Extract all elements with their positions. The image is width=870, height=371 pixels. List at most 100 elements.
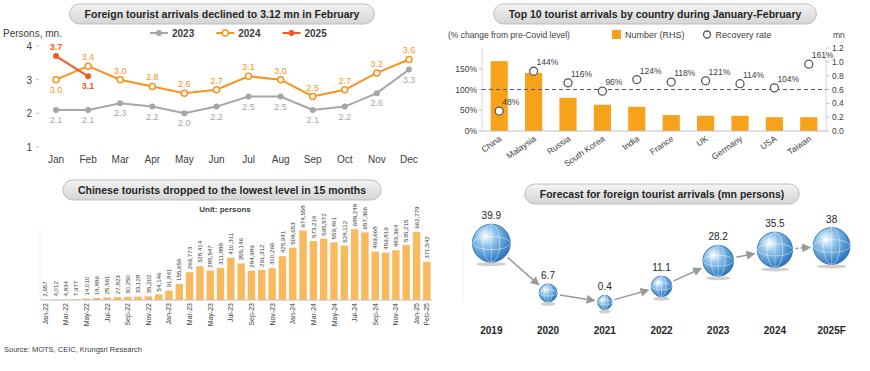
title-box: Top 10 tourist arrivals by country durin… <box>494 4 817 24</box>
data-label: 674,558 <box>299 205 306 228</box>
tick <box>36 46 39 47</box>
data-label: 2.1 <box>50 115 63 125</box>
data-label: 2.5 <box>274 102 287 112</box>
data-label: 508,653 <box>289 222 296 245</box>
tick-label: 2022 <box>650 325 673 336</box>
bar <box>279 256 286 300</box>
tick-label: Jul-22 <box>104 303 111 322</box>
bar <box>361 232 368 300</box>
legend-item: Number (RHS) <box>612 30 685 40</box>
bar <box>299 231 306 300</box>
globe <box>472 224 510 266</box>
data-label: 155,656 <box>175 258 182 281</box>
legend-label: 2025 <box>305 28 328 39</box>
globe-detail <box>548 284 549 302</box>
globe <box>651 276 672 301</box>
data-label: 3.7 <box>50 42 63 52</box>
data-label: 410,311 <box>227 232 234 254</box>
bar <box>206 271 213 300</box>
tick-label: France <box>648 133 676 157</box>
data-label: 27,823 <box>114 275 121 294</box>
tick-label: Mar-23 <box>186 303 193 325</box>
data-label: 2.2 <box>210 112 223 122</box>
globe-detail <box>831 228 832 265</box>
data-label: 25,561 <box>103 275 110 294</box>
title-pill <box>63 180 381 200</box>
title: Chinese tourists dropped to the lowest l… <box>78 184 366 196</box>
data-label: 310,266 <box>268 242 275 265</box>
tick-label: 2025F <box>817 325 845 336</box>
tick-label: 0% <box>465 126 478 136</box>
tick-label: Nov-24 <box>392 303 399 326</box>
globe <box>813 228 850 269</box>
bar <box>766 117 783 131</box>
data-label: 38 <box>826 214 838 225</box>
point <box>530 67 538 75</box>
point <box>53 107 59 113</box>
tick <box>479 68 482 69</box>
data-label: 559,461 <box>330 217 337 240</box>
data-label: 91,841 <box>165 268 172 287</box>
data-label: 3.0 <box>50 85 63 95</box>
point <box>633 76 641 84</box>
tick-label: 0.8 <box>832 71 844 81</box>
data-label: 48% <box>502 97 519 107</box>
axis-line <box>40 300 432 301</box>
tick-label: 0.0 <box>832 126 844 136</box>
tick-label: Nov <box>368 154 386 165</box>
axis-line <box>40 228 41 300</box>
tick-label: Oct <box>337 154 353 165</box>
tick-label: Jul-24 <box>351 303 358 322</box>
point <box>495 107 503 115</box>
bar <box>310 241 317 300</box>
globe-detail <box>657 276 666 297</box>
tick <box>826 117 829 118</box>
plot-area <box>482 60 826 131</box>
globe-mark <box>757 232 792 267</box>
data-label: 469,668 <box>371 226 378 249</box>
point <box>85 107 91 113</box>
data-label: 4,012 <box>52 281 59 297</box>
data-label: 2.1 <box>306 115 319 125</box>
title-box: Chinese tourists dropped to the lowest l… <box>63 180 381 200</box>
data-label: 118% <box>674 68 696 78</box>
bar <box>594 105 611 131</box>
title-pill <box>525 184 799 204</box>
globe-detail <box>774 232 775 267</box>
data-label: 116% <box>571 69 593 79</box>
point <box>181 90 187 96</box>
bar <box>800 117 817 131</box>
point <box>278 77 284 83</box>
point <box>53 53 59 59</box>
tick-label: Apr <box>145 154 161 165</box>
data-label: 96% <box>605 77 622 87</box>
bar <box>237 263 244 300</box>
tick-label: 2023 <box>707 325 730 336</box>
bar <box>134 297 141 300</box>
legend-marker <box>289 30 295 36</box>
globe-mark <box>598 295 612 309</box>
bar <box>289 248 296 300</box>
point <box>117 77 123 83</box>
globe-detail <box>491 224 492 262</box>
tick <box>36 147 39 148</box>
title: Foreign tourist arrivals declined to 3.1… <box>85 8 360 20</box>
tick-label: Sep <box>304 154 322 165</box>
bar <box>165 291 172 300</box>
point <box>406 67 412 73</box>
data-label: 35.5 <box>765 218 785 229</box>
data-label: 425,941 <box>279 230 286 253</box>
tick-label: 2020 <box>537 325 560 336</box>
tick <box>826 61 829 62</box>
tick-label: India <box>620 133 641 152</box>
globe-mark <box>472 224 510 262</box>
data-label: 2.1 <box>82 115 95 125</box>
tick-label: Aug <box>272 154 290 165</box>
arrow <box>796 247 810 249</box>
tick <box>479 131 482 132</box>
tick <box>826 103 829 104</box>
globe-mark <box>651 276 672 297</box>
point <box>246 94 252 100</box>
tick-label: 0.6 <box>832 85 844 95</box>
arrow <box>560 295 594 301</box>
